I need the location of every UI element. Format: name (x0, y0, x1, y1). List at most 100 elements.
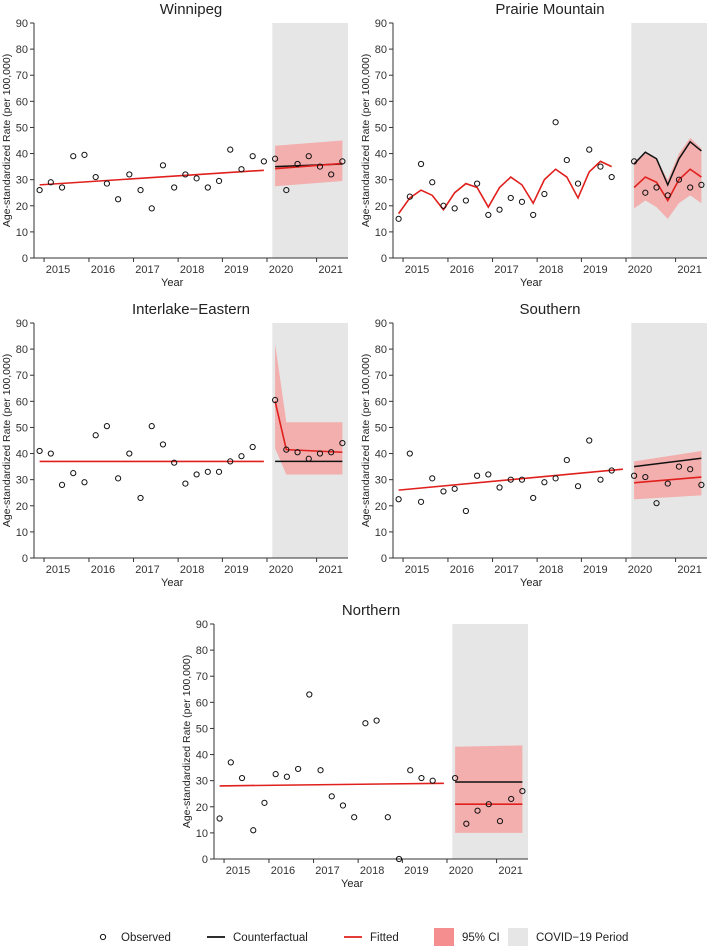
observed-point (384, 814, 391, 821)
observed-point (283, 446, 290, 453)
observed-point (204, 184, 211, 191)
observed-point (215, 468, 223, 475)
observed-point (171, 459, 178, 466)
x-tick-label: 2020 (269, 264, 293, 276)
observed-point (328, 171, 335, 178)
y-tick-label: 0 (381, 553, 387, 565)
observed-point (295, 765, 302, 773)
panel-4: 0 10 20 30 40 50 60 70 80 90 2015 2016 2017 2018 2019 2… (360, 301, 707, 589)
observed-point (316, 450, 324, 457)
y-tick-label: 60 (375, 96, 387, 108)
observed-point (687, 466, 694, 473)
y-axis-label: Age-standardized Rate (per 100,000) (1, 54, 13, 227)
panel-5: 0 10 20 30 40 50 60 70 80 90 2015 2016 2017 2018 2019 2… (181, 602, 528, 890)
y-axis-label: Age-standardized Rate (per 100,000) (181, 655, 193, 828)
observed-point (519, 788, 526, 795)
y-tick-label: 20 (16, 501, 28, 513)
observed-point (395, 855, 403, 863)
x-tick-label: 2020 (449, 865, 473, 877)
x-tick-label: 2019 (224, 564, 248, 576)
observed-point (507, 476, 514, 483)
observed-point (182, 171, 189, 178)
y-axis-label: Age-standardized Rate (per 100,000) (1, 354, 13, 527)
legend-ci-symbol (434, 928, 454, 946)
observed-point (496, 484, 503, 491)
x-tick-label: 2021 (677, 264, 701, 276)
x-tick-label: 2021 (677, 564, 701, 576)
x-tick-label: 2018 (360, 865, 384, 877)
x-tick-label: 2020 (628, 264, 652, 276)
y-tick-label: 10 (16, 227, 28, 239)
observed-point (227, 458, 234, 465)
panel-1: 0 10 20 30 40 50 60 70 80 90 2015 2016 2017 2018 2019 2… (1, 1, 348, 289)
observed-point (653, 184, 660, 191)
observed-point (260, 158, 267, 165)
x-tick-label: 2019 (224, 264, 248, 276)
legend-covid-label: COVID−19 Period (536, 932, 628, 944)
legend-counterfactual-label: Counterfactual (233, 932, 308, 944)
x-tick-label: 2021 (498, 865, 522, 877)
observed-point (215, 177, 223, 185)
observed-point (541, 479, 548, 486)
observed-point (305, 153, 312, 160)
observed-point (305, 455, 312, 462)
y-tick-label: 70 (196, 671, 208, 683)
y-tick-label: 60 (16, 396, 28, 408)
y-tick-label: 40 (16, 449, 28, 461)
observed-point (339, 440, 346, 447)
observed-point (563, 156, 570, 164)
observed-point (574, 180, 582, 187)
observed-point (261, 799, 268, 806)
observed-point (507, 194, 514, 202)
observed-point (496, 818, 504, 825)
observed-point (171, 184, 178, 191)
x-tick-label: 2016 (91, 264, 115, 276)
covid-period-shade (631, 23, 707, 258)
y-axis-label: Age-standardized Rate (per 100,000) (360, 354, 372, 527)
observed-point (530, 494, 537, 502)
x-tick-label: 2015 (226, 865, 250, 877)
x-tick-label: 2016 (450, 564, 474, 576)
observed-point (653, 500, 660, 507)
observed-point (92, 432, 99, 439)
observed-point (574, 483, 582, 490)
observed-point (597, 476, 604, 483)
x-axis-label: Year (161, 577, 184, 589)
observed-point (395, 496, 402, 503)
x-tick-label: 2020 (628, 564, 652, 576)
observed-point (608, 173, 615, 181)
counterfactual-line (634, 457, 702, 468)
y-tick-label: 10 (375, 527, 387, 539)
observed-point (474, 807, 481, 814)
observed-point (328, 449, 335, 456)
observed-point (541, 190, 548, 198)
ci-ribbon (275, 140, 343, 187)
observed-point (36, 187, 43, 194)
y-tick-label: 20 (375, 501, 387, 513)
observed-point (642, 473, 649, 481)
observed-point (485, 211, 492, 219)
observed-point (126, 171, 133, 178)
observed-point (283, 187, 290, 194)
observed-point (70, 470, 77, 477)
observed-point (294, 160, 301, 168)
y-tick-label: 90 (375, 318, 387, 330)
observed-point (193, 471, 200, 478)
observed-point (664, 192, 671, 199)
y-tick-label: 90 (375, 18, 387, 30)
observed-point (518, 476, 526, 483)
observed-point (474, 472, 481, 479)
x-tick-label: 2015 (405, 564, 429, 576)
observed-point (485, 471, 492, 478)
observed-point (698, 481, 705, 488)
observed-point (115, 475, 122, 482)
x-tick-label: 2019 (404, 865, 428, 877)
y-tick-label: 70 (16, 370, 28, 382)
observed-point (238, 774, 246, 782)
panel-title: Interlake−Eastern (132, 301, 250, 318)
y-tick-label: 50 (375, 422, 387, 434)
observed-point (462, 507, 469, 515)
x-tick-label: 2018 (539, 264, 563, 276)
y-tick-label: 90 (16, 18, 28, 30)
